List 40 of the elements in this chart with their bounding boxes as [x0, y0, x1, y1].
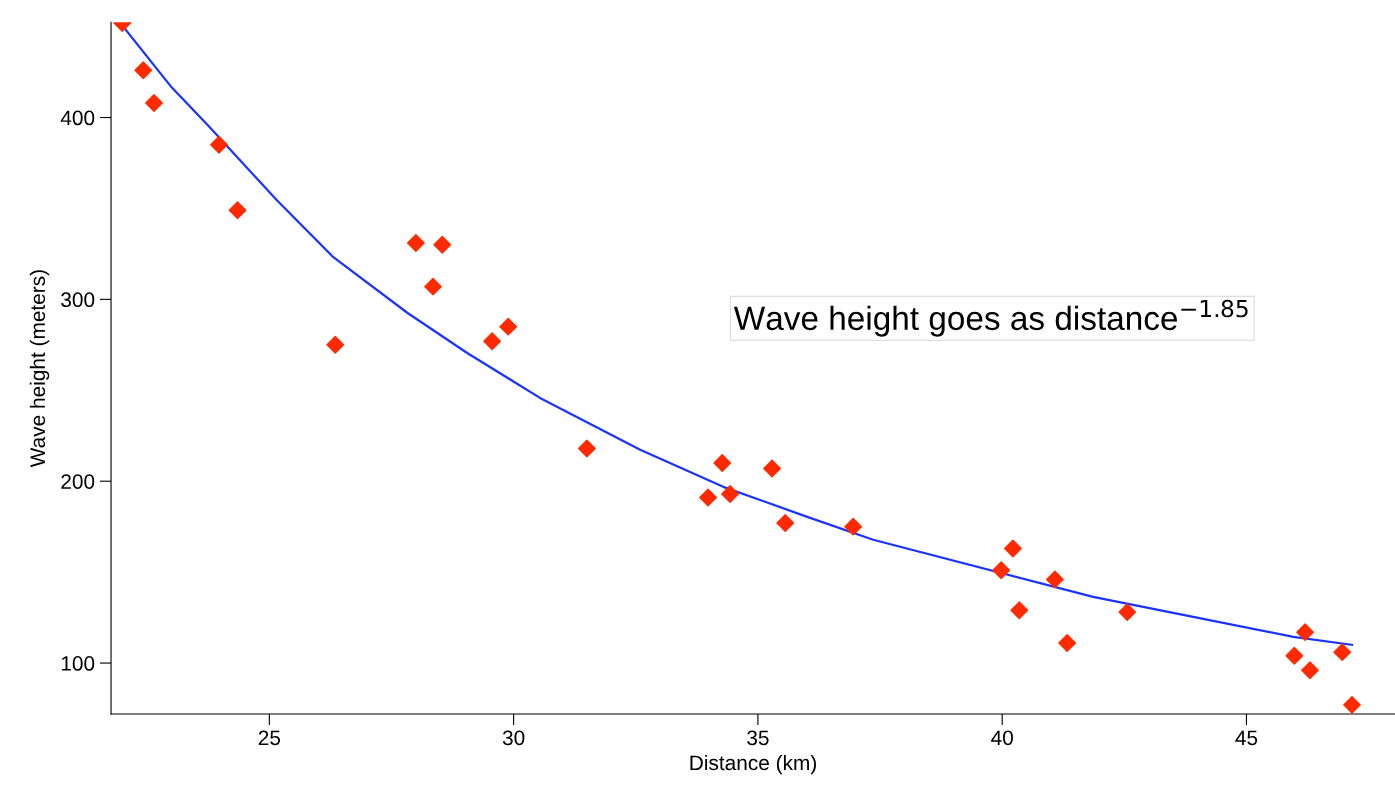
- point: [1118, 603, 1137, 622]
- point: [1004, 539, 1022, 558]
- point: [776, 514, 795, 532]
- x-tick-label: 40: [991, 730, 1013, 746]
- point: [992, 561, 1011, 580]
- y-tick-label: 300: [61, 292, 95, 308]
- point: [721, 485, 739, 503]
- x-tick-label: 45: [1235, 730, 1258, 746]
- point: [1301, 661, 1319, 680]
- point: [763, 459, 781, 478]
- point: [699, 488, 717, 507]
- x-axis-title: Distance (km): [690, 754, 816, 775]
- point: [1296, 623, 1315, 642]
- point: [1010, 601, 1029, 620]
- annotation: Wave height goes as distance$^{−1.85}$: [733, 299, 1248, 337]
- point: [1285, 646, 1304, 665]
- y-axis-title: Wave height (meters): [29, 270, 50, 468]
- point: [424, 277, 442, 296]
- point: [326, 335, 345, 354]
- point: [483, 332, 502, 351]
- point: [713, 454, 732, 472]
- y-tick-label: 200: [61, 474, 95, 489]
- point: [1046, 570, 1064, 589]
- point: [499, 317, 518, 336]
- point: [210, 135, 228, 154]
- point: [1333, 643, 1352, 662]
- point: [134, 61, 153, 80]
- x-tick-label: 30: [502, 730, 525, 746]
- y-tick-label: 400: [60, 110, 95, 126]
- point: [1343, 695, 1361, 714]
- point: [577, 439, 596, 458]
- point: [844, 517, 863, 536]
- x-tick-label: 25: [258, 730, 281, 746]
- point: [406, 234, 425, 252]
- point: [1058, 634, 1077, 652]
- point: [228, 201, 247, 220]
- x-tick-label: 35: [747, 730, 769, 746]
- y-tick-label: 100: [61, 656, 95, 671]
- point: [433, 235, 452, 254]
- point: [145, 94, 163, 112]
